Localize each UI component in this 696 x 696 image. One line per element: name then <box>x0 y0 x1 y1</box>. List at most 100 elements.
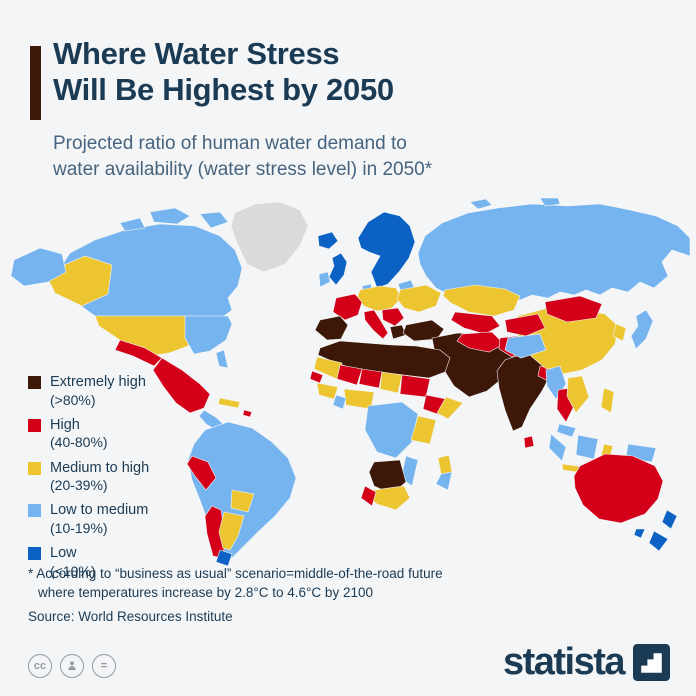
region-ukraine <box>396 284 442 313</box>
region-bolivia <box>230 489 255 513</box>
legend-range: (20-39%) <box>50 477 108 494</box>
statista-logo-icon <box>633 644 670 681</box>
region-mali <box>336 364 363 386</box>
legend-swatch-medium-to-high <box>28 461 41 475</box>
region-hispaniola <box>242 409 253 418</box>
region-iran-north <box>456 331 505 353</box>
region-kazakhstan <box>442 284 521 317</box>
page-title-line1: Where Water Stress <box>53 36 340 71</box>
region-south-africa-west <box>360 485 377 507</box>
region-south-america <box>187 421 297 559</box>
region-mongolia <box>544 295 603 323</box>
legend-range: (40-80%) <box>50 434 108 451</box>
region-philippines <box>600 387 615 414</box>
region-russia <box>417 203 691 303</box>
region-peru <box>186 455 217 491</box>
region-chad <box>379 371 403 394</box>
region-sudan <box>399 374 431 398</box>
title-accent-bar <box>30 46 41 120</box>
legend-range: (<10%) <box>50 562 96 579</box>
region-malaysia <box>556 423 577 438</box>
region-sumatra <box>548 433 567 462</box>
region-uk <box>328 252 348 286</box>
region-cuba <box>217 397 241 409</box>
page-title: Where Water Stress Will Be Highest by 20… <box>53 36 394 109</box>
legend-label: Extremely high <box>50 374 146 390</box>
legend-item-high: High (40-80%) <box>28 417 149 452</box>
region-new-zealand <box>661 509 678 530</box>
region-senegal <box>309 370 324 384</box>
region-usa-east <box>184 315 233 355</box>
region-kenya-tanzania <box>410 415 437 445</box>
region-somalia <box>436 396 464 420</box>
region-madagascar <box>435 471 453 491</box>
page-title-line2: Will Be Highest by 2050 <box>53 72 394 108</box>
legend-swatch-low <box>28 547 41 561</box>
region-greenland <box>230 201 309 273</box>
region-iberia <box>314 315 349 341</box>
subtitle-line1: Projected ratio of human water demand to <box>53 133 407 154</box>
legend-label: High <box>50 416 80 433</box>
region-mexico <box>152 357 211 414</box>
person-glyph <box>68 661 76 671</box>
region-florida <box>215 349 229 369</box>
region-central-africa <box>364 401 419 459</box>
subtitle-line2: water availability (water stress level) … <box>53 158 433 180</box>
region-madagascar <box>437 454 453 475</box>
legend-label: Low to medium <box>50 502 149 519</box>
footnote-line1: * According to “business as usual” scena… <box>28 566 443 581</box>
region-central-europe <box>356 285 402 312</box>
cc-icon[interactable]: cc <box>28 654 52 678</box>
region-vietnam <box>566 375 590 414</box>
statista-logo-text: statista <box>502 641 626 683</box>
region-canada-arctic <box>119 217 146 232</box>
region-sri-lanka <box>523 435 535 449</box>
region-tibet <box>504 333 547 359</box>
equals-icon[interactable]: = <box>92 654 116 678</box>
license-icons: cc = <box>28 654 116 678</box>
region-russia-island <box>539 198 561 207</box>
region-borneo <box>575 434 599 460</box>
region-canada-arctic <box>149 207 191 225</box>
legend-range: (>80%) <box>50 391 96 408</box>
subtitle: Projected ratio of human water demand to… <box>53 131 432 182</box>
legend-swatch-low-to-medium <box>28 504 41 518</box>
region-france <box>332 293 363 321</box>
equals-icon-text: = <box>100 660 108 672</box>
attribution-person-icon[interactable] <box>60 654 84 678</box>
statista-logo[interactable]: statista <box>503 641 670 684</box>
legend-swatch-high <box>28 418 41 432</box>
world-map <box>10 198 691 567</box>
footnote-line2: where temperatures increase by 2.8°C to … <box>38 585 373 601</box>
region-canada-arctic <box>199 211 229 229</box>
legend-item-medium-to-high: Medium to high (20-39%) <box>28 460 149 495</box>
legend-swatch-extremely-high <box>28 376 41 389</box>
region-argentina <box>218 511 245 551</box>
footnote: * According to “business as usual” scena… <box>28 564 443 602</box>
region-japan <box>630 309 654 350</box>
region-tasmania <box>633 528 646 539</box>
region-guinea <box>316 382 339 400</box>
region-alaska <box>10 247 67 287</box>
region-niger <box>358 368 383 389</box>
region-patagonia <box>215 549 233 567</box>
legend-range: (10-19%) <box>50 519 108 536</box>
region-italy <box>363 309 389 340</box>
cc-icon-text: cc <box>33 660 47 672</box>
source: Source: World Resources Institute <box>28 609 233 624</box>
region-xinjiang <box>504 313 546 337</box>
region-new-zealand <box>648 530 669 552</box>
legend: Extremely high (>80%) High (40-80%) Medi… <box>28 374 149 588</box>
region-ghana <box>332 394 347 410</box>
region-balkans <box>381 307 405 327</box>
region-us-southwest <box>114 339 163 367</box>
legend-label: Medium to high <box>50 459 150 476</box>
region-iceland <box>317 231 339 250</box>
legend-item-low-to-medium: Low to medium (10-19%) <box>28 502 149 537</box>
legend-label: Low <box>50 545 77 562</box>
legend-item-extremely-high: Extremely high (>80%) <box>28 374 149 409</box>
region-ireland <box>318 271 331 288</box>
region-south-africa <box>368 485 411 511</box>
region-scandinavia <box>357 211 416 289</box>
